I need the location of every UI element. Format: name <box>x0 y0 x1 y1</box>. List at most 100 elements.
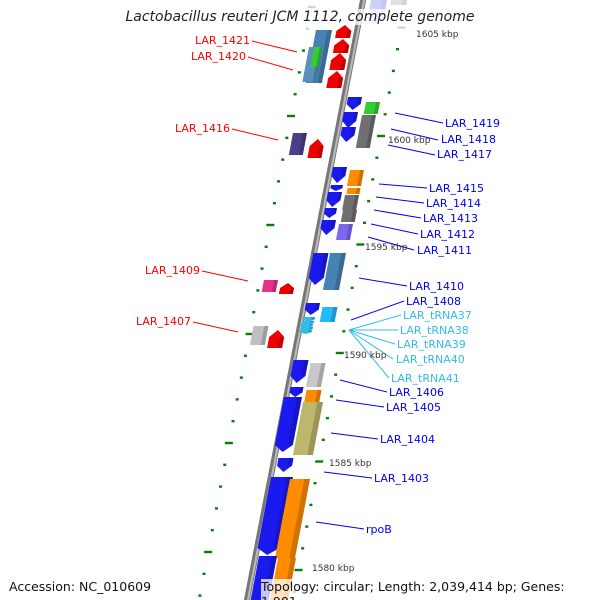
gene-feature[interactable] <box>304 303 320 315</box>
leader-line <box>370 223 419 235</box>
gene-label-LAR_1403[interactable]: LAR_1403 <box>374 472 429 485</box>
gene-label-LAR_1415[interactable]: LAR_1415 <box>429 182 484 195</box>
gene-label-LAR_1406[interactable]: LAR_1406 <box>389 386 444 399</box>
gene-feature[interactable] <box>249 326 269 345</box>
leader-line <box>231 128 279 141</box>
minor-tick <box>235 398 239 401</box>
gene-label-LAR_tRNA39[interactable]: LAR_tRNA39 <box>397 338 466 351</box>
major-tick <box>287 114 295 118</box>
gene-label-LAR_1417[interactable]: LAR_1417 <box>437 148 492 161</box>
gene-feature[interactable] <box>326 71 344 88</box>
gene-label-LAR_1421[interactable]: LAR_1421 <box>195 34 250 47</box>
minor-tick <box>272 202 276 205</box>
gene-feature[interactable] <box>346 97 362 110</box>
gene-shading <box>308 330 312 333</box>
gene-feature[interactable] <box>340 127 356 142</box>
gene-shading <box>346 224 353 240</box>
gene-shading <box>289 479 310 558</box>
gene-label-LAR_1418[interactable]: LAR_1418 <box>441 133 496 146</box>
gene-label-LAR_1420[interactable]: LAR_1420 <box>191 50 246 63</box>
gene-feature[interactable] <box>274 397 302 452</box>
gene-feature[interactable] <box>355 131 373 148</box>
gene-label-LAR_tRNA38[interactable]: LAR_tRNA38 <box>400 324 469 337</box>
gene-feature[interactable] <box>310 47 322 67</box>
minor-tick <box>202 572 206 575</box>
gene-feature[interactable] <box>290 360 309 383</box>
gene-feature[interactable] <box>332 39 350 53</box>
gene-label-LAR_1413[interactable]: LAR_1413 <box>423 212 478 225</box>
gene-label-LAR_1409[interactable]: LAR_1409 <box>145 264 200 277</box>
minor-tick <box>239 376 243 379</box>
minor-tick <box>264 245 268 248</box>
gene-label-LAR_1407[interactable]: LAR_1407 <box>136 315 191 328</box>
gene-feature[interactable] <box>302 317 315 322</box>
scale-label-1595: 1595 kbp <box>365 243 408 253</box>
leader-line <box>378 183 428 189</box>
minor-tick <box>306 27 310 30</box>
gene-label-LAR_1404[interactable]: LAR_1404 <box>380 433 435 446</box>
gene-feature[interactable] <box>323 208 337 218</box>
gene-feature[interactable] <box>331 167 347 183</box>
gene-feature[interactable] <box>278 283 295 294</box>
major-tick <box>204 550 213 554</box>
major-tick <box>397 26 406 29</box>
gene-feature[interactable] <box>304 390 322 402</box>
gene-feature[interactable] <box>277 458 294 472</box>
gene-label-LAR_1410[interactable]: LAR_1410 <box>409 280 464 293</box>
gene-feature[interactable] <box>308 253 329 285</box>
gene-feature[interactable] <box>267 330 285 348</box>
gene-label-LAR_1419[interactable]: LAR_1419 <box>445 117 500 130</box>
gene-feature[interactable] <box>307 139 324 158</box>
minor-tick <box>260 267 264 270</box>
gene-feature[interactable] <box>299 330 312 334</box>
gene-shading <box>309 327 313 330</box>
gene-feature[interactable] <box>335 224 353 240</box>
gene-label-LAR_1405[interactable]: LAR_1405 <box>386 401 441 414</box>
gene-feature[interactable] <box>363 102 380 114</box>
gene-feature[interactable] <box>261 280 278 292</box>
gene-label-LAR_1414[interactable]: LAR_1414 <box>426 197 481 210</box>
gene-shading <box>309 324 313 327</box>
gene-label-LAR_tRNA37[interactable]: LAR_tRNA37 <box>403 309 472 322</box>
gene-label-LAR_1408[interactable]: LAR_1408 <box>406 295 461 308</box>
gene-feature[interactable] <box>340 210 357 222</box>
gene-label-rpoB[interactable]: rpoB <box>366 523 392 536</box>
gene-label-LAR_1411[interactable]: LAR_1411 <box>417 244 472 257</box>
gene-label-LAR_1412[interactable]: LAR_1412 <box>420 228 475 241</box>
gene-feature[interactable] <box>335 25 352 38</box>
gene-feature[interactable] <box>326 192 342 207</box>
accession-text: Accession: NC_010609 <box>9 579 152 594</box>
gene-label-LAR_tRNA40[interactable]: LAR_tRNA40 <box>396 353 465 366</box>
gene-feature[interactable] <box>257 477 293 555</box>
minor-tick <box>210 529 214 532</box>
gene-feature[interactable] <box>342 195 359 210</box>
gene-feature[interactable] <box>390 0 408 5</box>
gene-feature[interactable] <box>330 185 343 191</box>
gene-feature[interactable] <box>329 53 347 70</box>
gene-feature[interactable] <box>342 112 358 128</box>
gene-shading <box>315 47 322 67</box>
gene-shading <box>315 390 322 402</box>
gene-feature[interactable] <box>288 133 307 155</box>
gene-feature[interactable] <box>305 363 326 387</box>
gene-shading <box>317 146 324 158</box>
gene-shading <box>350 127 356 136</box>
gene-feature[interactable] <box>320 220 336 235</box>
leader-line <box>192 321 239 333</box>
scale-ticks <box>198 5 406 597</box>
gene-feature[interactable] <box>292 402 323 455</box>
gene-shading <box>316 363 326 387</box>
gene-shading <box>357 170 364 186</box>
gene-label-LAR_tRNA41[interactable]: LAR_tRNA41 <box>391 372 460 385</box>
gene-feature[interactable] <box>346 170 364 186</box>
gene-label-LAR_1416[interactable]: LAR_1416 <box>175 122 230 135</box>
gene-feature[interactable] <box>358 115 376 131</box>
backbone-highlight <box>246 0 366 600</box>
gene-feature[interactable] <box>274 479 310 558</box>
gene-feature[interactable] <box>322 253 346 290</box>
gene-feature[interactable] <box>346 188 361 194</box>
gene-feature[interactable] <box>289 387 304 397</box>
minor-tick <box>293 93 297 96</box>
gene-feature[interactable] <box>319 307 338 322</box>
minor-tick <box>243 354 247 357</box>
